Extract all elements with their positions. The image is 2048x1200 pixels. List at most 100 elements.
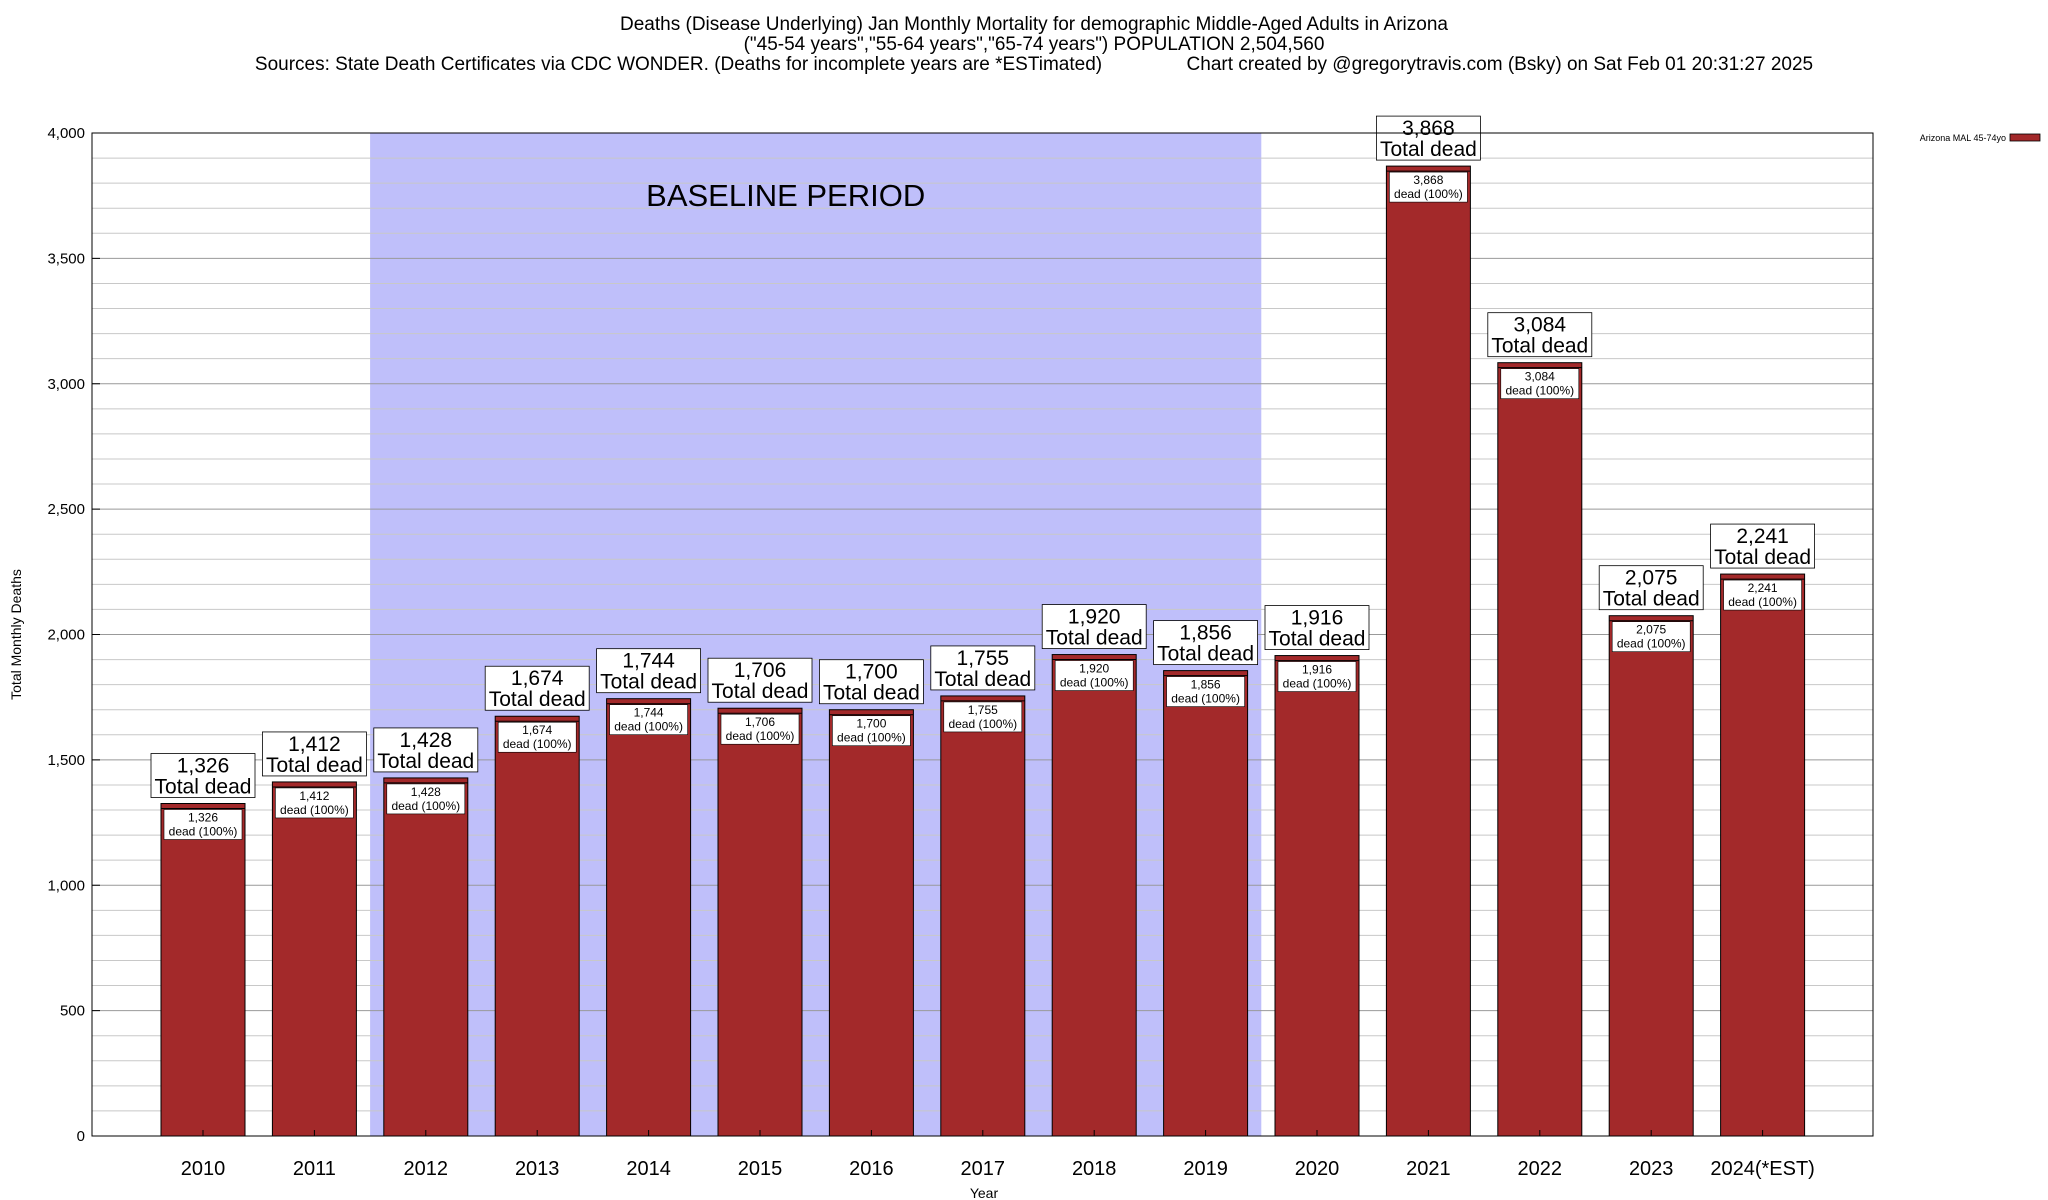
outer-value-label: 2,241 — [1736, 525, 1789, 548]
plot-frame — [91, 132, 1874, 1137]
inner-pct-label: dead (100%) — [1283, 677, 1352, 691]
outer-label-box — [1264, 605, 1370, 650]
bar-2022 — [1497, 362, 1583, 1137]
inner-value-label: 3,084 — [1525, 370, 1555, 384]
inner-pct-label: dead (100%) — [503, 737, 572, 751]
x-tick-label: 2019 — [1183, 1158, 1228, 1180]
inner-label-box — [720, 713, 800, 745]
inner-label-box — [943, 701, 1023, 733]
inner-pct-label: dead (100%) — [1394, 187, 1463, 201]
x-tick-label: 2020 — [1295, 1158, 1340, 1180]
y-tick-label: 0 — [77, 1128, 85, 1145]
inner-pct-label: dead (100%) — [614, 720, 683, 734]
outer-label-box — [1598, 565, 1704, 611]
x-tick-label: 2012 — [404, 1158, 449, 1180]
inner-pct-label: dead (100%) — [169, 825, 238, 839]
x-tick-label: 2024(*EST) — [1710, 1158, 1815, 1180]
inner-pct-label: dead (100%) — [280, 803, 349, 817]
outer-value-label: 3,084 — [1514, 314, 1567, 337]
outer-total-label: Total dead — [823, 682, 920, 705]
bar-2010 — [160, 803, 246, 1137]
bar-2021 — [1385, 165, 1471, 1137]
outer-label-box — [1376, 115, 1481, 161]
outer-value-label: 1,744 — [622, 650, 675, 673]
inner-value-label: 1,920 — [1079, 662, 1109, 676]
outer-total-label: Total dead — [266, 754, 363, 777]
bar-2013 — [494, 715, 580, 1137]
inner-label-box — [275, 787, 354, 819]
outer-value-label: 2,075 — [1625, 567, 1678, 590]
inner-value-label: 1,744 — [634, 706, 664, 720]
x-tick-label: 2015 — [738, 1158, 783, 1180]
legend-label: Arizona MAL 45-74yo — [1920, 133, 2006, 143]
outer-value-label: 1,412 — [288, 733, 341, 756]
outer-label-box — [930, 645, 1036, 691]
chart-title-line3: Sources: State Death Certificates via CD… — [254, 54, 1814, 75]
x-tick-label: 2013 — [515, 1158, 560, 1180]
inner-value-label: 1,326 — [188, 811, 218, 825]
outer-total-label: Total dead — [1269, 628, 1366, 651]
outer-total-label: Total dead — [1380, 138, 1477, 161]
inner-label-box — [386, 783, 466, 815]
y-tick-label: 500 — [60, 1003, 85, 1020]
outer-label-box — [484, 665, 590, 711]
inner-label-box — [1054, 660, 1134, 691]
inner-label-box — [609, 704, 688, 735]
x-tick-label: 2017 — [961, 1158, 1006, 1180]
outer-label-box — [261, 731, 367, 777]
outer-label-box — [150, 753, 256, 798]
chart-title-line1: Deaths (Disease Underlying) Jan Monthly … — [620, 14, 1448, 35]
x-tick-label: 2010 — [181, 1158, 226, 1180]
x-tick-label: 2018 — [1072, 1158, 1117, 1180]
inner-value-label: 2,075 — [1636, 623, 1666, 637]
bar-2019 — [1163, 670, 1249, 1137]
inner-label-box — [497, 721, 577, 753]
bar-2017 — [940, 695, 1026, 1137]
inner-value-label: 1,856 — [1191, 678, 1221, 692]
outer-total-label: Total dead — [934, 668, 1031, 691]
outer-value-label: 3,868 — [1402, 117, 1455, 140]
outer-total-label: Total dead — [1157, 643, 1254, 666]
outer-label-box — [1041, 604, 1147, 649]
outer-total-label: Total dead — [1714, 546, 1811, 569]
inner-pct-label: dead (100%) — [726, 729, 795, 743]
y-axis-title: Total Monthly Deaths — [8, 569, 24, 700]
x-tick-label: 2021 — [1406, 1158, 1451, 1180]
outer-total-label: Total dead — [377, 750, 474, 773]
outer-value-label: 1,674 — [511, 667, 564, 690]
y-tick-label: 4,000 — [47, 125, 85, 142]
outer-value-label: 1,326 — [177, 755, 230, 778]
inner-pct-label: dead (100%) — [837, 731, 906, 745]
inner-value-label: 1,428 — [411, 785, 441, 799]
inner-value-label: 2,241 — [1748, 581, 1778, 595]
y-tick-label: 3,500 — [47, 250, 85, 267]
inner-pct-label: dead (100%) — [1505, 384, 1574, 398]
inner-pct-label: dead (100%) — [391, 799, 460, 813]
inner-label-box — [1277, 661, 1357, 692]
outer-value-label: 1,428 — [400, 729, 453, 752]
outer-value-label: 1,755 — [957, 647, 1010, 670]
y-tick-label: 1,000 — [47, 877, 85, 894]
bar-2018 — [1051, 654, 1137, 1137]
y-tick-label: 1,500 — [47, 752, 85, 769]
inner-pct-label: dead (100%) — [1060, 676, 1129, 690]
chart-title-line2: ("45-54 years","55-64 years","65-74 year… — [743, 34, 1325, 55]
inner-label-box — [163, 809, 243, 840]
x-tick-label: 2023 — [1629, 1158, 1674, 1180]
inner-label-box — [832, 715, 911, 747]
outer-label-box — [1710, 523, 1815, 569]
inner-pct-label: dead (100%) — [1171, 692, 1240, 706]
outer-label-box — [1487, 312, 1593, 358]
bar-2014 — [606, 698, 692, 1137]
inner-pct-label: dead (100%) — [1728, 595, 1797, 609]
x-tick-label: 2016 — [849, 1158, 894, 1180]
outer-total-label: Total dead — [1046, 627, 1143, 650]
outer-label-box — [1153, 620, 1258, 666]
outer-label-box — [373, 727, 479, 773]
x-axis-title: Year — [970, 1185, 999, 1200]
bar-2012 — [383, 777, 469, 1137]
legend-swatch — [2009, 133, 2041, 142]
outer-value-label: 1,920 — [1068, 606, 1121, 629]
bar-2016 — [828, 709, 914, 1137]
